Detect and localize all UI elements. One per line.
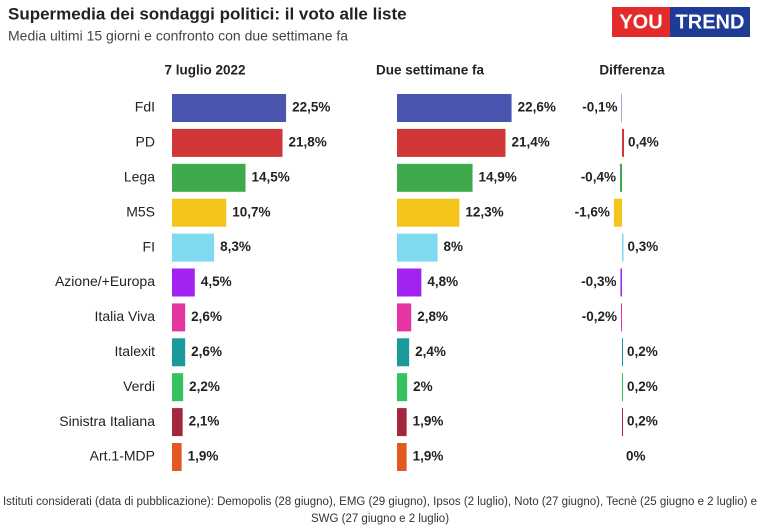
value-label: 10,7% bbox=[232, 204, 270, 219]
value-label: 14,5% bbox=[252, 169, 290, 184]
bar bbox=[397, 163, 473, 192]
value-label: 1,9% bbox=[188, 449, 219, 464]
value-label: 1,9% bbox=[413, 414, 444, 429]
bar bbox=[397, 338, 410, 367]
value-label: 0,4% bbox=[628, 134, 659, 149]
bar bbox=[620, 303, 622, 332]
category-label: Italexit bbox=[115, 343, 156, 359]
value-label: 0,2% bbox=[627, 344, 658, 359]
value-label: 2% bbox=[413, 379, 433, 394]
bar bbox=[397, 94, 512, 122]
value-label: -1,6% bbox=[575, 204, 610, 219]
category-label: Verdi bbox=[123, 378, 155, 394]
bar bbox=[622, 408, 624, 437]
category-label: FI bbox=[143, 238, 155, 254]
value-label: 0,3% bbox=[628, 239, 659, 254]
bar bbox=[620, 268, 622, 297]
bar bbox=[172, 408, 183, 437]
value-label: 2,8% bbox=[417, 309, 448, 324]
value-label: 21,8% bbox=[289, 134, 327, 149]
category-label: M5S bbox=[126, 203, 155, 219]
category-label: FdI bbox=[135, 99, 155, 115]
bar bbox=[172, 373, 184, 402]
bar bbox=[397, 303, 412, 332]
bar bbox=[622, 128, 625, 157]
bar bbox=[613, 198, 622, 227]
category-label: Art.1-MDP bbox=[90, 448, 155, 464]
bar bbox=[172, 128, 283, 157]
value-label: 4,8% bbox=[427, 274, 458, 289]
value-label: 0% bbox=[626, 449, 646, 464]
bar bbox=[397, 128, 506, 157]
bar bbox=[172, 198, 227, 227]
bar bbox=[397, 373, 408, 402]
category-label: Sinistra Italiana bbox=[59, 413, 155, 429]
bar bbox=[397, 268, 422, 297]
value-label: 22,5% bbox=[292, 100, 330, 115]
bar bbox=[172, 163, 246, 192]
value-label: 4,5% bbox=[201, 274, 232, 289]
bar bbox=[172, 303, 186, 332]
logo-text: YOU bbox=[619, 11, 662, 33]
bar bbox=[172, 233, 215, 262]
chart: Supermedia dei sondaggi politici: il vot… bbox=[8, 4, 750, 471]
value-label: -0,4% bbox=[581, 169, 616, 184]
logo-box bbox=[612, 7, 670, 37]
bar bbox=[397, 198, 460, 227]
bar bbox=[172, 338, 186, 367]
bar bbox=[172, 94, 287, 122]
bar bbox=[622, 338, 624, 367]
bar bbox=[621, 94, 622, 122]
panel-title: 7 luglio 2022 bbox=[164, 63, 245, 78]
panel-title: Differenza bbox=[599, 63, 665, 78]
bar bbox=[397, 408, 407, 437]
category-label: Azione/+Europa bbox=[55, 273, 155, 289]
bar bbox=[622, 233, 624, 262]
value-label: 8% bbox=[444, 239, 464, 254]
category-label: Italia Viva bbox=[95, 308, 156, 324]
bar bbox=[622, 373, 624, 402]
chart-title: Supermedia dei sondaggi politici: il vot… bbox=[8, 4, 407, 23]
value-label: 1,9% bbox=[413, 449, 444, 464]
value-label: -0,3% bbox=[581, 274, 616, 289]
logo-box bbox=[670, 7, 750, 37]
category-label: PD bbox=[136, 134, 155, 150]
bar bbox=[172, 443, 182, 471]
value-label: 0,2% bbox=[627, 414, 658, 429]
footnote: Istituti considerati (data di pubblicazi… bbox=[2, 496, 758, 525]
value-label: 14,9% bbox=[479, 169, 517, 184]
logo-text: TREND bbox=[676, 11, 745, 33]
bar bbox=[619, 163, 622, 192]
value-label: 2,6% bbox=[191, 344, 222, 359]
value-label: 8,3% bbox=[220, 239, 251, 254]
value-label: 2,1% bbox=[189, 414, 220, 429]
value-label: 0,2% bbox=[627, 379, 658, 394]
value-label: 21,4% bbox=[511, 134, 549, 149]
value-label: 2,2% bbox=[189, 379, 220, 394]
value-label: 2,4% bbox=[415, 344, 446, 359]
value-label: 2,6% bbox=[191, 309, 222, 324]
value-label: -0,2% bbox=[582, 309, 617, 324]
category-label: Lega bbox=[124, 169, 155, 185]
bar bbox=[172, 268, 195, 297]
value-label: 12,3% bbox=[465, 204, 503, 219]
chart-subtitle: Media ultimi 15 giorni e confronto con d… bbox=[8, 28, 348, 44]
bar bbox=[397, 443, 407, 471]
value-label: 22,6% bbox=[518, 100, 556, 115]
value-label: -0,1% bbox=[582, 100, 617, 115]
bar bbox=[397, 233, 438, 262]
panel-title: Due settimane fa bbox=[376, 63, 485, 78]
